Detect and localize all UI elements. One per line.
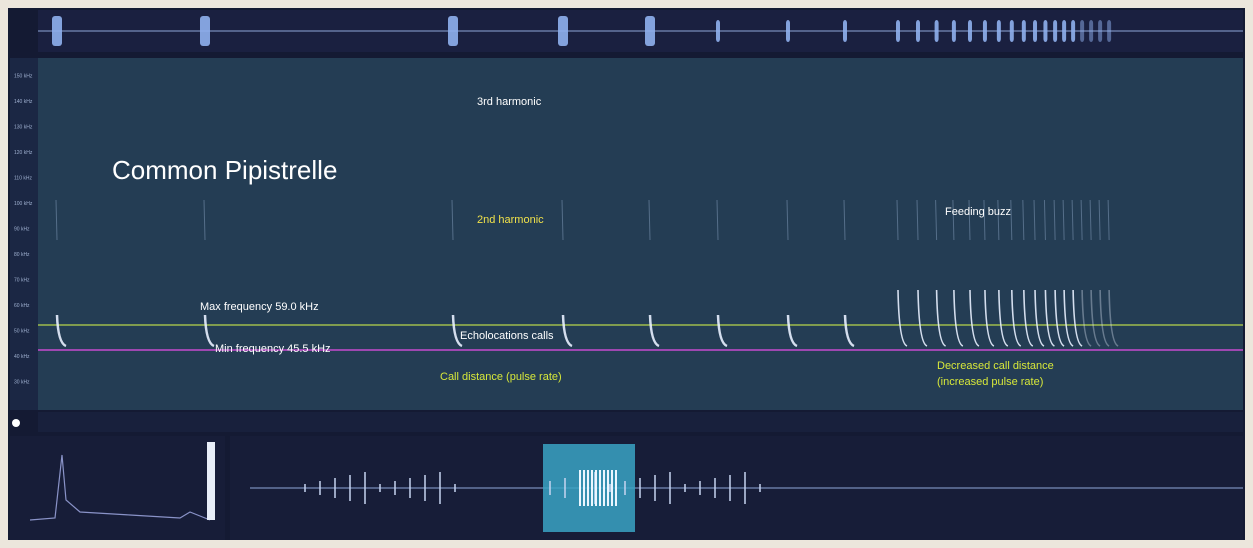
overview-pulse bbox=[716, 20, 720, 42]
frequency-label: 30 kHz bbox=[14, 379, 30, 385]
frequency-label: 40 kHz bbox=[14, 354, 30, 360]
overview-pulse bbox=[52, 16, 62, 46]
overview-pulse bbox=[1053, 20, 1057, 42]
annotation: 3rd harmonic bbox=[477, 96, 542, 108]
overview-pulse bbox=[1043, 20, 1047, 42]
frequency-label: 140 kHz bbox=[14, 99, 33, 105]
overview-pulse bbox=[952, 20, 956, 42]
annotation: 2nd harmonic bbox=[477, 214, 544, 226]
bat-analyzer: Common Pipistrelle 3rd harmonic 2nd harm… bbox=[0, 0, 1253, 548]
spectrum-panel bbox=[10, 436, 225, 540]
frequency-label: 110 kHz bbox=[14, 175, 32, 181]
frequency-label: 70 kHz bbox=[14, 277, 30, 283]
frequency-label: 130 kHz bbox=[14, 124, 33, 130]
overview-pulse bbox=[1107, 20, 1111, 42]
annotation: Echolocations calls bbox=[460, 330, 554, 342]
overview-pulse bbox=[1089, 20, 1093, 42]
overview-pulse bbox=[1062, 20, 1066, 42]
annotation: Feeding buzz bbox=[945, 206, 1011, 218]
annotation: Min frequency 45.5 kHz bbox=[215, 343, 331, 355]
frequency-label: 120 kHz bbox=[14, 150, 33, 156]
frequency-label: 100 kHz bbox=[14, 201, 33, 207]
frequency-label: 90 kHz bbox=[14, 226, 30, 232]
overview-pulse bbox=[935, 20, 939, 42]
species-title: Common Pipistrelle bbox=[112, 155, 337, 185]
page: Common Pipistrelle 3rd harmonic 2nd harm… bbox=[0, 0, 1253, 548]
frequency-label: 50 kHz bbox=[14, 328, 30, 334]
time-axis bbox=[38, 412, 1243, 432]
overview-pulse bbox=[997, 20, 1001, 42]
overview-pulse bbox=[1080, 20, 1084, 42]
overview-pulse bbox=[200, 16, 210, 46]
overview-pulse bbox=[558, 16, 568, 46]
overview-pulse bbox=[1033, 20, 1037, 42]
annotation: Call distance (pulse rate) bbox=[440, 371, 562, 383]
frequency-label: 80 kHz bbox=[14, 252, 30, 258]
overview-pulse bbox=[916, 20, 920, 42]
frequency-label: 60 kHz bbox=[14, 303, 30, 309]
playhead-button[interactable] bbox=[12, 419, 20, 427]
frequency-label: 150 kHz bbox=[14, 73, 33, 79]
level-meter bbox=[207, 442, 215, 520]
annotation: (increased pulse rate) bbox=[937, 376, 1043, 388]
overview-pulse bbox=[1098, 20, 1102, 42]
overview-pulse bbox=[448, 16, 458, 46]
spectrogram-panel bbox=[38, 58, 1243, 410]
overview-pulse bbox=[645, 16, 655, 46]
overview-pulse bbox=[1010, 20, 1014, 42]
overview-pulse bbox=[843, 20, 847, 42]
overview-pulse bbox=[1071, 20, 1075, 42]
annotation: Decreased call distance bbox=[937, 360, 1054, 372]
overview-pulse bbox=[983, 20, 987, 42]
overview-pulse bbox=[968, 20, 972, 42]
overview-pulse bbox=[1022, 20, 1026, 42]
overview-pulse bbox=[786, 20, 790, 42]
overview-pulse bbox=[896, 20, 900, 42]
annotation: Max frequency 59.0 kHz bbox=[200, 301, 319, 313]
